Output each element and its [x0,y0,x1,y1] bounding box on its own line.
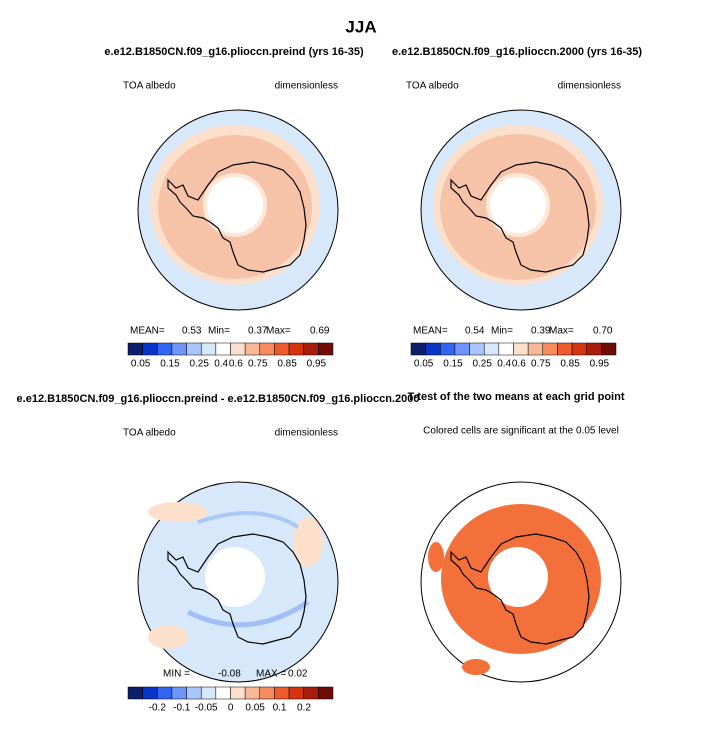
colorbar-label: 0.4 [497,359,511,370]
units-label: dimensionless [275,428,338,439]
colorbar-label: -0.1 [173,703,191,714]
stat-text: Max= [549,326,574,337]
colorbar-box [288,342,304,356]
panel-title: e.e12.B1850CN.f09_g16.plioccn.2000 (yrs … [392,46,642,58]
colorbar-label: 0.4 [214,359,228,370]
stat-text: 0.02 [288,669,308,680]
stat-text: MIN = [163,669,190,680]
colorbar-box [230,342,246,356]
stat-text: -0.08 [218,669,241,680]
panel-title: e.e12.B1850CN.f09_g16.plioccn.preind - e… [17,393,420,405]
colorbar-label: 0.75 [248,359,268,370]
colorbar-box [142,342,158,356]
stat-text: 0.54 [465,326,485,337]
colorbar-label: 0.85 [277,359,297,370]
colorbar-box [200,342,217,356]
panel-title: e.e12.B1850CN.f09_g16.plioccn.preind (yr… [104,46,364,58]
colorbar-box [244,342,261,356]
variable-label: TOA albedo [123,81,176,92]
colorbar-box [586,342,602,356]
colorbar-label: 0.75 [531,359,551,370]
colorbar-box [303,342,319,356]
colorbar-box [200,686,217,700]
panel-subtitle: Colored cells are significant at the 0.0… [423,426,619,437]
colorbar-label: 0.1 [273,703,287,714]
stat-text: MEAN= [413,326,448,337]
panel-title: T-test of the two means at each grid poi… [408,391,625,403]
colorbar-label: 0.15 [160,359,180,370]
stat-text: MAX = [256,669,286,680]
colorbar-box [557,342,573,356]
colorbar-box [483,342,500,356]
colorbar-label: -0.05 [195,703,218,714]
colorbar-box [288,686,304,700]
colorbar-label: 0 [228,703,234,714]
map [137,109,339,311]
colorbar-box [410,342,426,356]
colorbar-label: 0.05 [131,359,151,370]
colorbar-label: -0.2 [149,703,167,714]
colorbar-box [142,686,158,700]
colorbar-box [498,342,514,356]
colorbar-box [440,342,456,356]
colorbar-box [425,342,441,356]
colorbar-box [274,342,290,356]
stat-text: 0.70 [593,326,613,337]
colorbar-box [527,342,544,356]
colorbar-box [157,342,173,356]
colorbar-label: 0.95 [307,359,327,370]
colorbar-box [171,686,187,700]
figure-title: JJA [345,17,376,36]
colorbar-box [230,686,246,700]
stat-text: 0.37 [248,326,268,337]
colorbar-box [259,342,275,356]
stat-text: Min= [491,326,513,337]
colorbar-box [186,686,202,700]
colorbar-label: 0.95 [590,359,610,370]
variable-label: TOA albedo [123,428,176,439]
colorbar-label: 0.6 [229,359,243,370]
colorbar-box [601,342,617,356]
variable-label: TOA albedo [406,81,459,92]
colorbar-box [259,686,275,700]
colorbar-box [571,342,587,356]
units-label: dimensionless [275,81,338,92]
map [420,481,622,683]
colorbar-box [318,342,334,356]
colorbar-box [303,686,319,700]
stat-text: 0.53 [182,326,202,337]
colorbar-box [469,342,485,356]
colorbar-box [157,686,173,700]
stat-text: Min= [208,326,230,337]
colorbar-label: 0.85 [560,359,580,370]
colorbar-label: 0.05 [414,359,434,370]
map [420,109,622,311]
colorbar-box [318,686,334,700]
stat-text: Max= [266,326,291,337]
stat-text: 0.39 [531,326,551,337]
colorbar-box [513,342,529,356]
colorbar-box [215,686,231,700]
colorbar-box [171,342,187,356]
stat-text: 0.69 [310,326,330,337]
colorbar-box [244,686,261,700]
colorbar-box [127,342,143,356]
map [137,481,339,683]
colorbar-label: 0.15 [443,359,463,370]
colorbar-box [542,342,558,356]
colorbar-box [215,342,231,356]
stat-text: MEAN= [130,326,165,337]
colorbar-label: 0.2 [297,703,311,714]
units-label: dimensionless [558,81,621,92]
colorbar-label: 0.6 [512,359,526,370]
colorbar-label: 0.05 [245,703,265,714]
colorbar-box [186,342,202,356]
colorbar-box [274,686,290,700]
colorbar-label: 0.25 [189,359,209,370]
colorbar-box [127,686,143,700]
colorbar-label: 0.25 [472,359,492,370]
colorbar-box [454,342,470,356]
